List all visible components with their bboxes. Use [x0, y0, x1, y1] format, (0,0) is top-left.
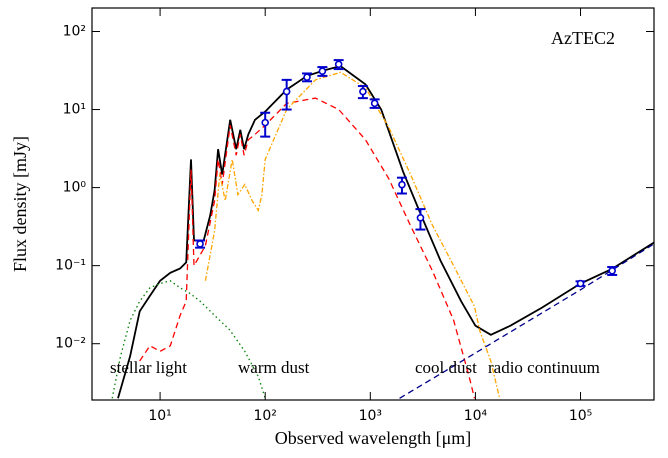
- data-point: [608, 266, 616, 275]
- component-label: warm dust: [238, 358, 310, 377]
- y-tick-label: 10¹: [63, 102, 86, 118]
- data-point: [334, 60, 343, 69]
- component-label: radio continuum: [488, 358, 600, 377]
- y-tick-label: 10⁻²: [55, 336, 86, 352]
- y-tick-label: 10⁻¹: [55, 258, 86, 274]
- chart-title: AzTEC2: [551, 28, 615, 48]
- component-label: cool dust: [415, 358, 477, 377]
- y-tick-label: 10²: [63, 23, 86, 39]
- curves: [111, 65, 654, 399]
- data-point: [576, 279, 585, 288]
- x-axis-label: Observed wavelength [μm]: [275, 428, 472, 448]
- x-tick-label: 10³: [359, 408, 382, 424]
- y-tick-label: 10⁰: [63, 180, 87, 196]
- sed-curve: [111, 280, 266, 399]
- data-point: [261, 118, 270, 127]
- data-point: [303, 73, 311, 81]
- data-point: [359, 87, 367, 96]
- x-tick-label: 10²: [253, 408, 276, 424]
- sed-curve: [139, 97, 476, 399]
- x-tick-label: 10⁴: [464, 408, 488, 424]
- y-axis-label: Flux density [mJy]: [10, 136, 30, 272]
- data-point: [398, 180, 406, 189]
- data-point: [416, 214, 425, 222]
- x-tick-label: 10⁵: [569, 408, 592, 424]
- sed-curve: [399, 243, 654, 399]
- data-point: [318, 67, 327, 75]
- x-tick-label: 10¹: [148, 408, 171, 424]
- data-point: [196, 240, 204, 248]
- plot-frame: [91, 7, 655, 401]
- data-point: [370, 99, 379, 108]
- component-label: stellar light: [110, 358, 187, 377]
- sed-curve: [204, 71, 501, 399]
- data-point: [282, 87, 291, 96]
- sed-curve: [117, 65, 654, 399]
